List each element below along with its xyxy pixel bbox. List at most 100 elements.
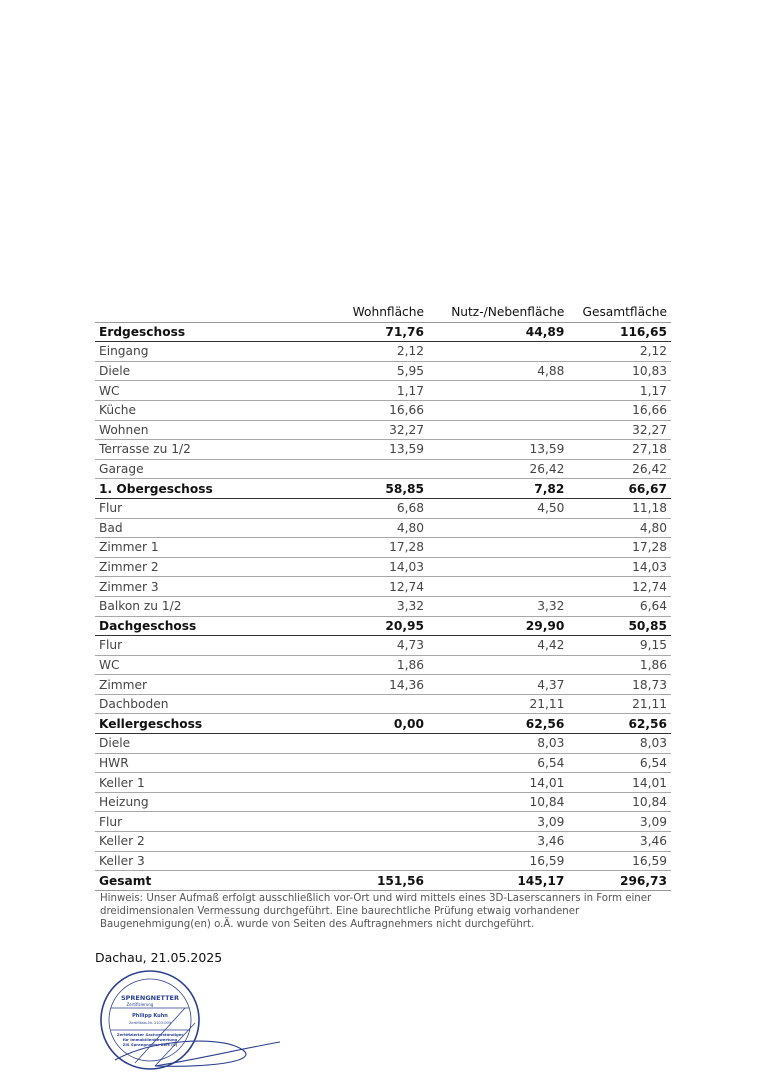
- room-label: Zimmer 2: [95, 557, 324, 578]
- room-label: Keller 2: [95, 831, 324, 852]
- gesamtflaeche-cell: 21,11: [568, 694, 671, 715]
- nutzflaeche-cell: [427, 655, 569, 676]
- room-label: Heizung: [95, 792, 324, 813]
- gesamtflaeche-cell: 1,86: [568, 655, 671, 676]
- gesamtflaeche-cell: 18,73: [568, 674, 671, 695]
- nutzflaeche-cell: 3,32: [427, 596, 569, 617]
- gesamtflaeche-cell: 6,64: [568, 596, 671, 617]
- nutzflaeche-cell: 4,50: [427, 498, 569, 519]
- stamp-name: Philipp Kuhn: [132, 1013, 168, 1019]
- room-label: Zimmer 3: [95, 576, 324, 597]
- wohnflaeche-cell: 32,27: [323, 420, 428, 441]
- room-label: Dachboden: [95, 694, 324, 715]
- floor-subtotal-row: Dachgeschoss 20,95 29,90 50,85: [95, 616, 671, 637]
- room-label: Eingang: [95, 341, 324, 362]
- stamp-line3: ZIS Sprengnetter Zert (S): [123, 1042, 178, 1047]
- room-label: Gesamt: [95, 870, 324, 891]
- wohnflaeche-cell: 3,32: [323, 596, 428, 617]
- place-date: Dachau, 21.05.2025: [95, 950, 223, 965]
- wohnflaeche-cell: 2,12: [323, 341, 428, 362]
- gesamtflaeche-cell: 17,28: [568, 537, 671, 558]
- header-gesamtflaeche: Gesamtfläche: [568, 303, 671, 323]
- nutzflaeche-cell: 7,82: [427, 478, 569, 499]
- gesamtflaeche-cell: 16,66: [568, 400, 671, 421]
- gesamtflaeche-cell: 3,09: [568, 811, 671, 833]
- gesamtflaeche-cell: 3,46: [568, 831, 671, 852]
- wohnflaeche-cell: [323, 811, 428, 833]
- nutzflaeche-cell: [427, 400, 569, 421]
- nutzflaeche-cell: 10,84: [427, 792, 569, 813]
- gesamtflaeche-cell: 116,65: [568, 322, 671, 343]
- nutzflaeche-cell: 44,89: [427, 322, 569, 343]
- gesamtflaeche-cell: 11,18: [568, 498, 671, 519]
- nutzflaeche-cell: [427, 380, 569, 401]
- room-row: Flur 3,09 3,09: [95, 811, 671, 833]
- wohnflaeche-cell: 4,73: [323, 635, 428, 656]
- nutzflaeche-cell: [427, 537, 569, 558]
- room-row: WC 1,17 1,17: [95, 380, 671, 401]
- room-label: Balkon zu 1/2: [95, 596, 324, 617]
- room-label: Flur: [95, 498, 324, 519]
- nutzflaeche-cell: 14,01: [427, 772, 569, 793]
- gesamtflaeche-cell: 2,12: [568, 341, 671, 362]
- certification-stamp: SPRENGNETTER Zertifizierung Philipp Kuhn…: [100, 970, 281, 1070]
- room-label: Zimmer: [95, 674, 324, 695]
- gesamtflaeche-cell: 16,59: [568, 851, 671, 872]
- room-label: Kellergeschoss: [95, 713, 324, 735]
- note-text: Hinweis: Unser Aufmaß erfolgt ausschließ…: [100, 893, 652, 930]
- nutzflaeche-cell: 3,09: [427, 811, 569, 833]
- gesamtflaeche-cell: 4,80: [568, 518, 671, 539]
- gesamtflaeche-cell: 10,83: [568, 361, 671, 382]
- wohnflaeche-cell: 13,59: [323, 439, 428, 460]
- room-label: 1. Obergeschoss: [95, 478, 324, 499]
- header-label: [95, 303, 324, 323]
- room-row: Flur 6,68 4,50 11,18: [95, 498, 671, 519]
- stamp-line1: Zertifizierter Sachverständiger: [117, 1032, 184, 1037]
- room-row: Wohnen 32,27 32,27: [95, 420, 671, 441]
- room-label: Terrasse zu 1/2: [95, 439, 324, 460]
- room-row: Terrasse zu 1/2 13,59 13,59 27,18: [95, 439, 671, 460]
- room-row: Bad 4,80 4,80: [95, 518, 671, 539]
- wohnflaeche-cell: 58,85: [323, 478, 428, 499]
- gesamtflaeche-cell: 32,27: [568, 420, 671, 441]
- header-nutzflaeche: Nutz-/Nebenfläche: [427, 303, 569, 323]
- room-row: Keller 2 3,46 3,46: [95, 831, 671, 852]
- nutzflaeche-cell: 21,11: [427, 694, 569, 715]
- gesamtflaeche-cell: 10,84: [568, 792, 671, 813]
- room-row: Eingang 2,12 2,12: [95, 341, 671, 362]
- gesamtflaeche-cell: 62,56: [568, 713, 671, 735]
- area-table: Wohnfläche Nutz-/Nebenfläche Gesamtfläch…: [95, 303, 671, 891]
- wohnflaeche-cell: [323, 851, 428, 872]
- nutzflaeche-cell: [427, 576, 569, 597]
- room-label: Keller 3: [95, 851, 324, 872]
- wohnflaeche-cell: 16,66: [323, 400, 428, 421]
- wohnflaeche-cell: 12,74: [323, 576, 428, 597]
- wohnflaeche-cell: 5,95: [323, 361, 428, 382]
- stamp-line2: für Immobilienbewertung: [123, 1037, 178, 1042]
- header-wohnflaeche: Wohnfläche: [323, 303, 428, 323]
- floor-subtotal-row: Erdgeschoss 71,76 44,89 116,65: [95, 322, 671, 343]
- room-row: Zimmer 2 14,03 14,03: [95, 557, 671, 578]
- nutzflaeche-cell: 4,42: [427, 635, 569, 656]
- room-label: Zimmer 1: [95, 537, 324, 558]
- nutzflaeche-cell: [427, 518, 569, 539]
- wohnflaeche-cell: [323, 792, 428, 813]
- room-row: HWR 6,54 6,54: [95, 753, 671, 774]
- gesamtflaeche-cell: 296,73: [568, 870, 671, 891]
- room-label: Dachgeschoss: [95, 616, 324, 637]
- stamp-sub: Zertifizierung: [127, 1002, 154, 1007]
- gesamtflaeche-cell: 50,85: [568, 616, 671, 637]
- stamp-brand: SPRENGNETTER: [121, 994, 179, 1002]
- room-label: Wohnen: [95, 420, 324, 441]
- room-row: Zimmer 14,36 4,37 18,73: [95, 674, 671, 695]
- wohnflaeche-cell: 0,00: [323, 713, 428, 735]
- nutzflaeche-cell: 3,46: [427, 831, 569, 852]
- room-label: Keller 1: [95, 772, 324, 793]
- wohnflaeche-cell: 6,68: [323, 498, 428, 519]
- floor-subtotal-row: Kellergeschoss 0,00 62,56 62,56: [95, 713, 671, 735]
- wohnflaeche-cell: 17,28: [323, 537, 428, 558]
- nutzflaeche-cell: 62,56: [427, 713, 569, 735]
- wohnflaeche-cell: [323, 694, 428, 715]
- wohnflaeche-cell: [323, 772, 428, 793]
- room-label: Diele: [95, 361, 324, 382]
